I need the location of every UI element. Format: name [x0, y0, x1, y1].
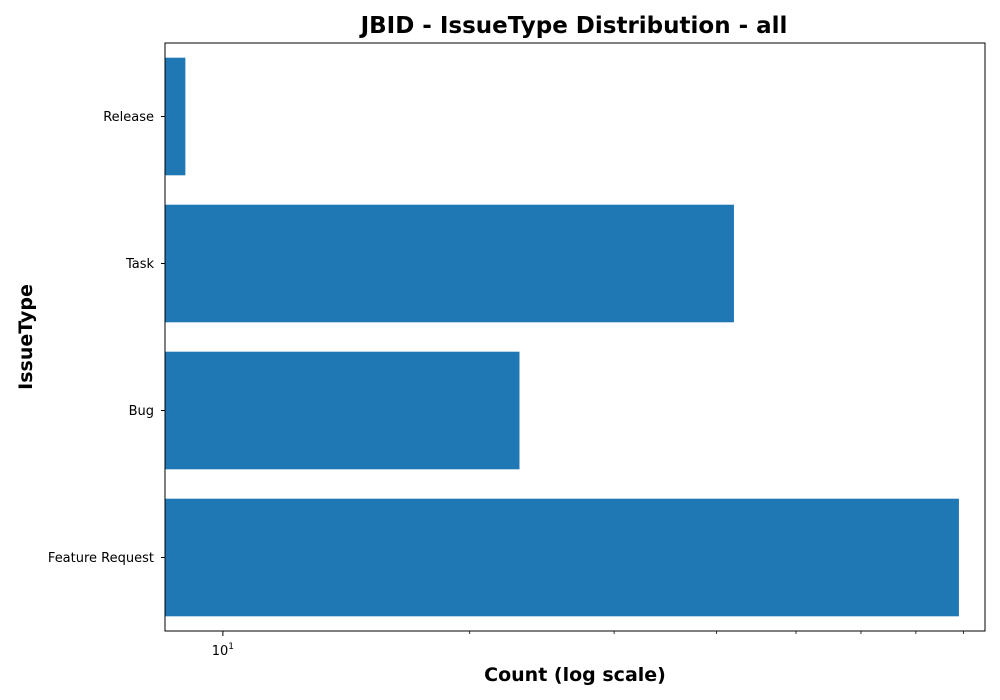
y-tick-label-feature-request: Feature Request — [48, 551, 154, 566]
y-tick-label-bug: Bug — [129, 404, 154, 419]
bar-bug — [165, 351, 520, 470]
chart-title: JBID - IssueType Distribution - all — [359, 13, 788, 39]
bar-feature-request — [165, 498, 959, 617]
x-axis-ticks: 101 — [212, 631, 964, 659]
plot-frame — [164, 42, 986, 632]
x-axis-label: Count (log scale) — [484, 664, 666, 686]
x-tick-label: 101 — [212, 642, 234, 659]
bar-release — [165, 57, 186, 176]
bars-group — [165, 57, 959, 617]
y-tick-label-release: Release — [103, 110, 154, 125]
y-tick-label-task: Task — [125, 257, 155, 272]
bar-task — [165, 204, 734, 323]
y-axis-label: IssueType — [15, 284, 37, 390]
y-axis-ticks: Feature Request Bug Task Release — [48, 110, 165, 566]
